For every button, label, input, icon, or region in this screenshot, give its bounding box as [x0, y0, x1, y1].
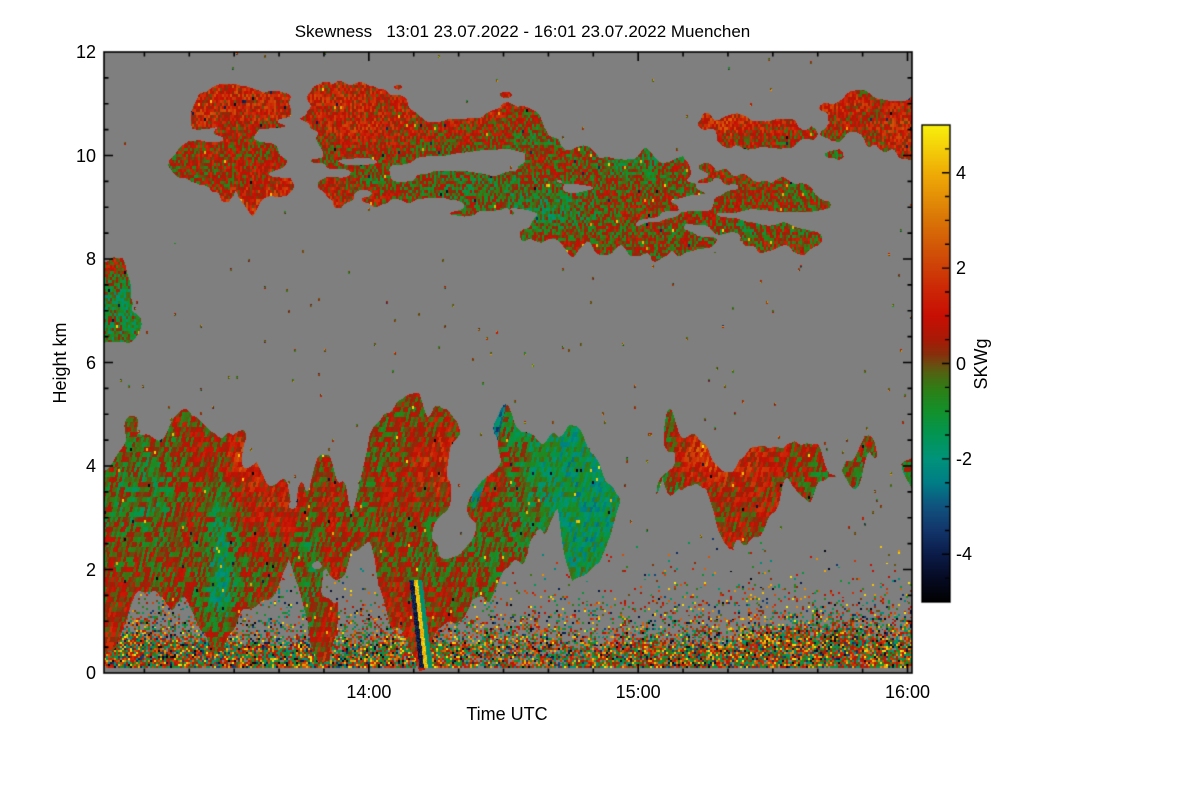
colorbar-tick-label: -4	[956, 544, 973, 565]
colorbar-tick-label: 4	[956, 162, 967, 183]
y-tick-label: 12	[75, 42, 96, 62]
colorbar-tick-label: -2	[956, 448, 973, 469]
colorbar-tick-label: 0	[956, 353, 967, 374]
x-tick-label: 15:00	[615, 682, 661, 702]
colorbar-tick-label: 2	[956, 258, 967, 279]
y-tick-label: 8	[85, 249, 96, 269]
x-tick-label: 14:00	[346, 682, 392, 702]
y-tick-label: 4	[85, 456, 96, 476]
y-tick-label: 2	[85, 559, 96, 580]
y-tick-label: 0	[85, 663, 96, 683]
x-axis-label: Time UTC	[466, 704, 548, 724]
y-tick-label: 6	[85, 352, 96, 373]
y-tick-label: 10	[75, 145, 96, 166]
x-tick-label: 16:00	[884, 682, 931, 702]
